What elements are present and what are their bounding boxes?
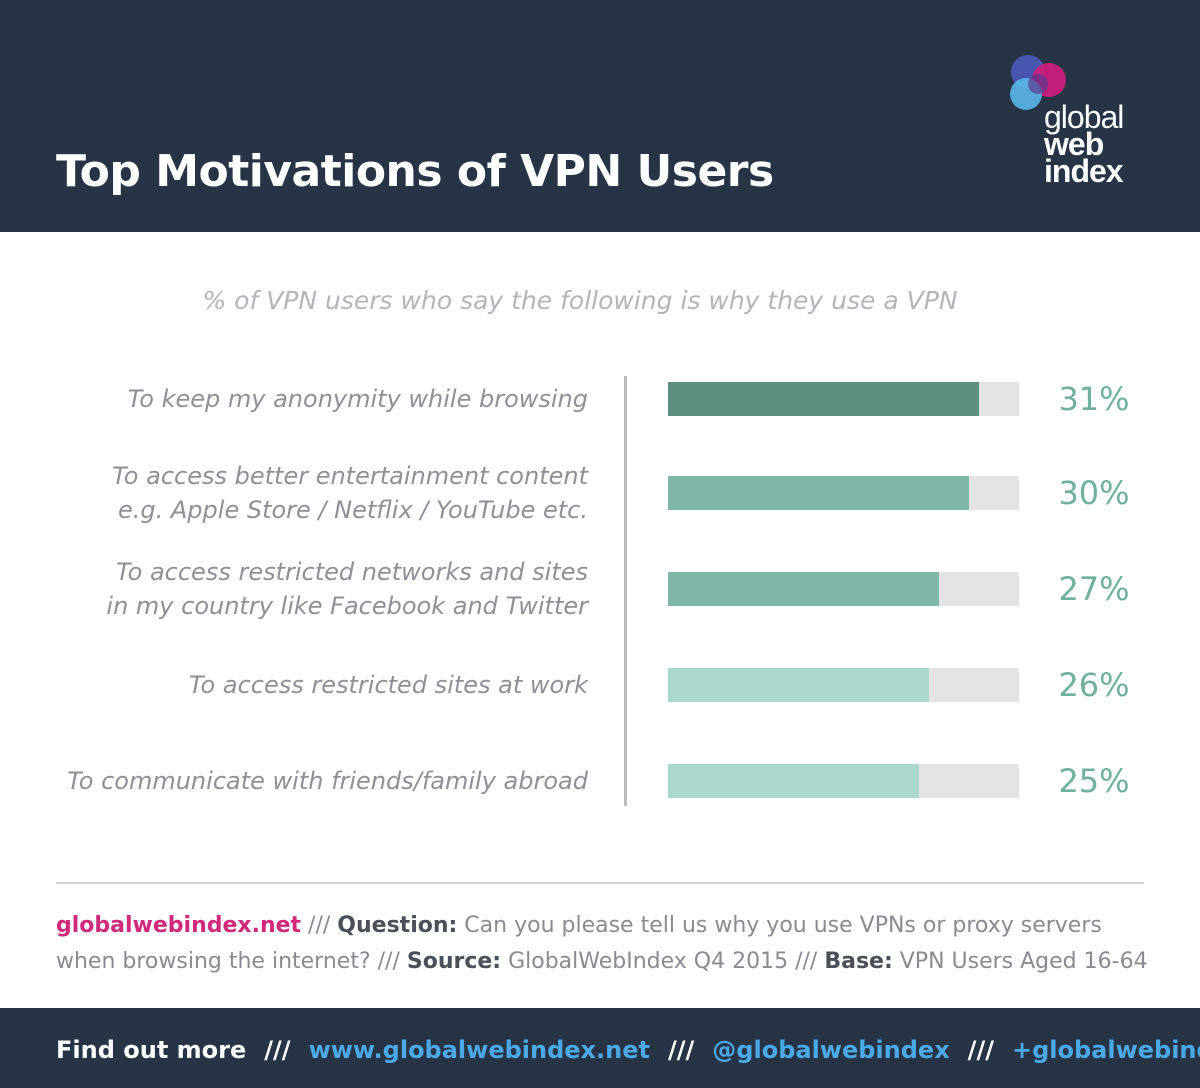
footnote-sep: ///: [788, 949, 825, 974]
chart-title: % of VPN users who say the following is …: [202, 286, 958, 315]
bar: [668, 764, 919, 798]
logo-circles-icon: [1010, 55, 1066, 110]
category-label: To keep my anonymity while browsing: [127, 385, 588, 413]
chart-row: To communicate with friends/family abroa…: [0, 746, 1200, 816]
header: Top Motivations of VPN Users global web …: [0, 0, 1200, 232]
footnote-separator: [56, 882, 1144, 884]
value-label: 31%: [1058, 380, 1130, 418]
question-label: Question:: [337, 913, 458, 938]
bar-track: [668, 382, 1019, 416]
globalwebindex-logo: global web index: [1000, 44, 1160, 204]
chart-row: To access restricted networks and sites …: [0, 554, 1200, 624]
footer-separator: ///: [668, 1036, 695, 1064]
chart-panel: % of VPN users who say the following is …: [0, 232, 1200, 1008]
logo-text: global web index: [1044, 99, 1124, 189]
source-text: GlobalWebIndex Q4 2015: [501, 949, 789, 974]
category-label: To access better entertainment content e…: [112, 462, 588, 524]
bar: [668, 476, 969, 510]
bar-track: [668, 476, 1019, 510]
value-label: 26%: [1058, 666, 1130, 704]
value-label: 25%: [1058, 762, 1130, 800]
value-label: 27%: [1058, 570, 1130, 608]
footer-separator: ///: [967, 1036, 994, 1064]
footer: Find out more /// www.globalwebindex.net…: [0, 1008, 1200, 1088]
category-label: To access restricted networks and sites …: [106, 558, 588, 620]
find-out-more-label: Find out more: [56, 1036, 247, 1064]
bar: [668, 668, 929, 702]
base-label: Base:: [824, 949, 893, 974]
chart-row: To access better entertainment content e…: [0, 458, 1200, 528]
footnote-sep: ///: [370, 949, 407, 974]
bar-track: [668, 572, 1019, 606]
base-text: VPN Users Aged 16-64: [892, 949, 1148, 974]
chart-row: To access restricted sites at work 26%: [0, 650, 1200, 720]
footer-separator: ///: [264, 1036, 291, 1064]
footnote-site-link[interactable]: globalwebindex.net: [56, 913, 302, 938]
value-label: 30%: [1058, 474, 1130, 512]
logo-line-global: global: [1044, 99, 1124, 135]
question-text: Can you please tell us why you use VPNs …: [56, 913, 1102, 974]
logo-line-web: web: [1044, 126, 1104, 162]
website-link[interactable]: www.globalwebindex.net: [308, 1036, 650, 1064]
bar: [668, 572, 939, 606]
bar-track: [668, 764, 1019, 798]
bar: [668, 382, 979, 416]
source-label: Source:: [406, 949, 502, 974]
category-label: To access restricted sites at work: [188, 671, 588, 699]
twitter-link[interactable]: @globalwebindex: [712, 1036, 950, 1064]
gplus-link[interactable]: +globalwebindex: [1011, 1036, 1200, 1064]
bar-track: [668, 668, 1019, 702]
logo-line-index: index: [1044, 153, 1124, 189]
chart-row: To keep my anonymity while browsing 31%: [0, 364, 1200, 434]
footnote: globalwebindex.net /// Question: Can you…: [56, 908, 1156, 980]
footnote-sep: ///: [301, 913, 338, 938]
page-title: Top Motivations of VPN Users: [56, 146, 774, 197]
axis-divider: [624, 376, 627, 806]
category-label: To communicate with friends/family abroa…: [67, 767, 588, 795]
